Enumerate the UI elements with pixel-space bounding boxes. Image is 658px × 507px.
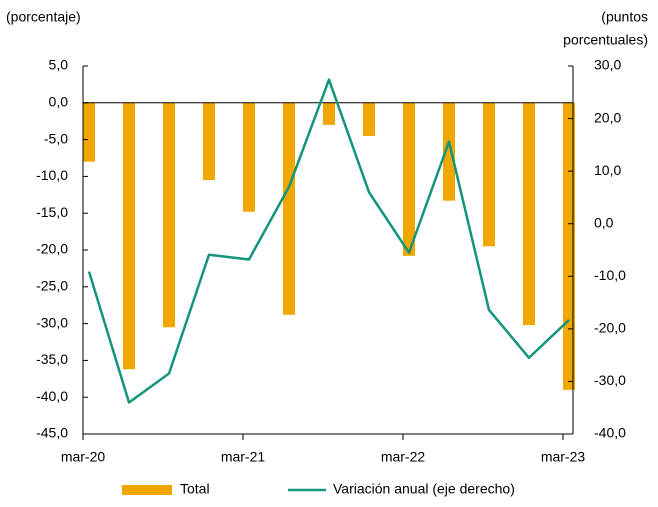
line [87, 78, 570, 404]
y2-axis-title: porcentuales) [563, 32, 648, 48]
y2-tick-label: -20,0 [594, 320, 626, 336]
y2-tick-label: 0,0 [594, 214, 614, 230]
y2-axis-title: (puntos [601, 9, 648, 25]
bar [403, 102, 415, 256]
y-axis-title: (porcentaje) [6, 9, 81, 25]
y2-tick-label: -30,0 [594, 372, 626, 388]
y2-tick-label: -40,0 [594, 425, 626, 441]
bar [243, 102, 255, 212]
bar [483, 102, 495, 247]
x-tick-label: mar-21 [221, 449, 266, 465]
bar [523, 102, 535, 326]
y-tick-label: -40,0 [36, 388, 68, 404]
bar [163, 102, 175, 328]
y2-tick-label: -10,0 [594, 267, 626, 283]
x-tick-label: mar-20 [61, 449, 106, 465]
y-tick-label: -35,0 [36, 351, 68, 367]
bar [323, 102, 335, 125]
x-tick-label: mar-22 [381, 449, 426, 465]
bar [123, 102, 135, 370]
y2-tick-label: 10,0 [594, 162, 621, 178]
y2-tick-label: 20,0 [594, 109, 621, 125]
y-tick-label: 0,0 [49, 94, 69, 110]
y-tick-label: 5,0 [49, 57, 69, 73]
bar [363, 102, 375, 136]
bar [283, 102, 295, 315]
bar [443, 102, 455, 201]
bar [563, 102, 575, 390]
x-tick-label: mar-23 [541, 449, 586, 465]
legend-label: Variación anual (eje derecho) [333, 481, 515, 497]
y-tick-label: -45,0 [36, 425, 68, 441]
legend-label: Total [180, 481, 210, 497]
legend-swatch [122, 485, 172, 495]
bar [83, 102, 95, 162]
y-tick-label: -25,0 [36, 278, 68, 294]
y-tick-label: -15,0 [36, 204, 68, 220]
y-tick-label: -30,0 [36, 314, 68, 330]
y2-tick-label: 30,0 [594, 57, 621, 73]
bar [203, 102, 215, 181]
y-tick-label: -10,0 [36, 167, 68, 183]
y-tick-label: -20,0 [36, 241, 68, 257]
y-tick-label: -5,0 [44, 130, 68, 146]
